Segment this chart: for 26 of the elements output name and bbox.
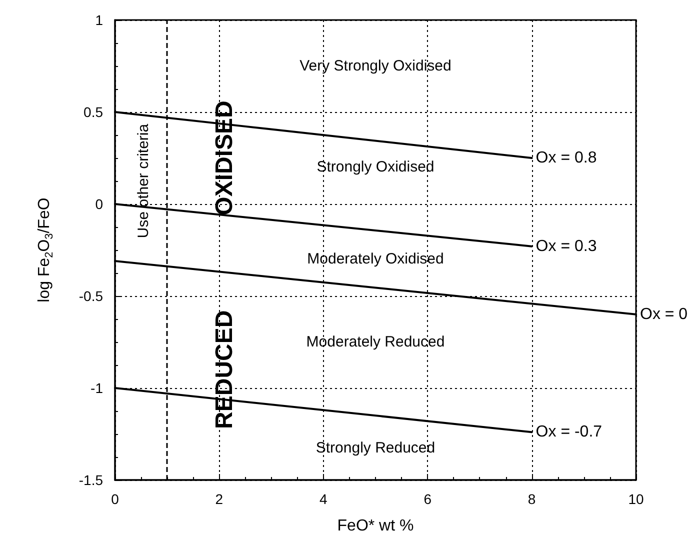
annotation: Strongly Oxidised bbox=[316, 158, 434, 176]
series-label: Ox = 0.8 bbox=[536, 150, 597, 166]
series-label: Ox = -0.7 bbox=[536, 424, 602, 441]
annotation: Moderately Reduced bbox=[306, 334, 445, 350]
annotation: OXIDISED bbox=[210, 100, 238, 216]
y-tick-label: 0.5 bbox=[84, 104, 104, 120]
x-tick-label: 10 bbox=[628, 491, 644, 507]
series-label: Ox = 0 bbox=[640, 306, 688, 323]
x-tick-label: 6 bbox=[424, 491, 432, 507]
y-tick-label: 0 bbox=[95, 196, 104, 212]
series-label: Ox = 0.3 bbox=[536, 238, 597, 255]
x-axis-title: FeO* wt % bbox=[337, 518, 414, 534]
y-axis-title: log Fe2O3/FeO bbox=[36, 198, 56, 302]
annotation: Very Strongly Oxidised bbox=[300, 58, 452, 74]
y-tick-label: -0.5 bbox=[78, 288, 104, 304]
annotation: REDUCED bbox=[210, 310, 238, 429]
annotation: Moderately Oxidised bbox=[307, 250, 444, 268]
annotation: Use other criteria bbox=[135, 123, 152, 238]
y-tick-label: -1 bbox=[90, 380, 104, 396]
annotation: Strongly Reduced bbox=[316, 439, 436, 456]
y-tick-label: 1 bbox=[95, 12, 104, 28]
y-tick-label: -1.5 bbox=[78, 472, 104, 488]
x-tick-label: 0 bbox=[111, 491, 120, 507]
x-tick-label: 2 bbox=[215, 491, 224, 507]
x-tick-label: 8 bbox=[528, 491, 536, 507]
x-tick-label: 4 bbox=[320, 491, 328, 507]
